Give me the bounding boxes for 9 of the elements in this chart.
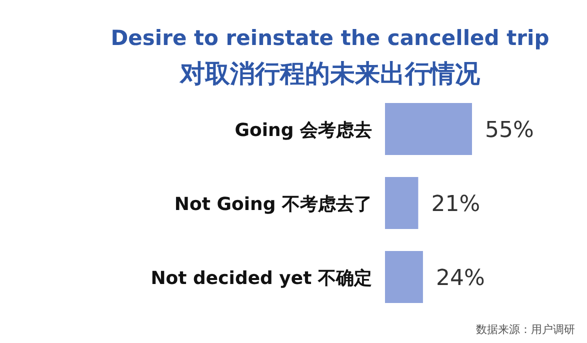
source-note: 数据来源：用户调研: [476, 323, 575, 336]
data-label: 55%: [485, 118, 534, 143]
y-tick-label: Not decided yet 不确定: [150, 268, 372, 289]
data-label: 21%: [431, 192, 480, 217]
y-tick-label: Going 会考虑去: [234, 120, 372, 141]
chart-subtitle: 对取消行程的未来出行情况: [179, 59, 481, 88]
data-label: 24%: [436, 266, 485, 291]
chart-title: Desire to reinstate the cancelled trip: [110, 26, 550, 50]
y-tick-label: Not Going 不考虑去了: [174, 194, 372, 215]
